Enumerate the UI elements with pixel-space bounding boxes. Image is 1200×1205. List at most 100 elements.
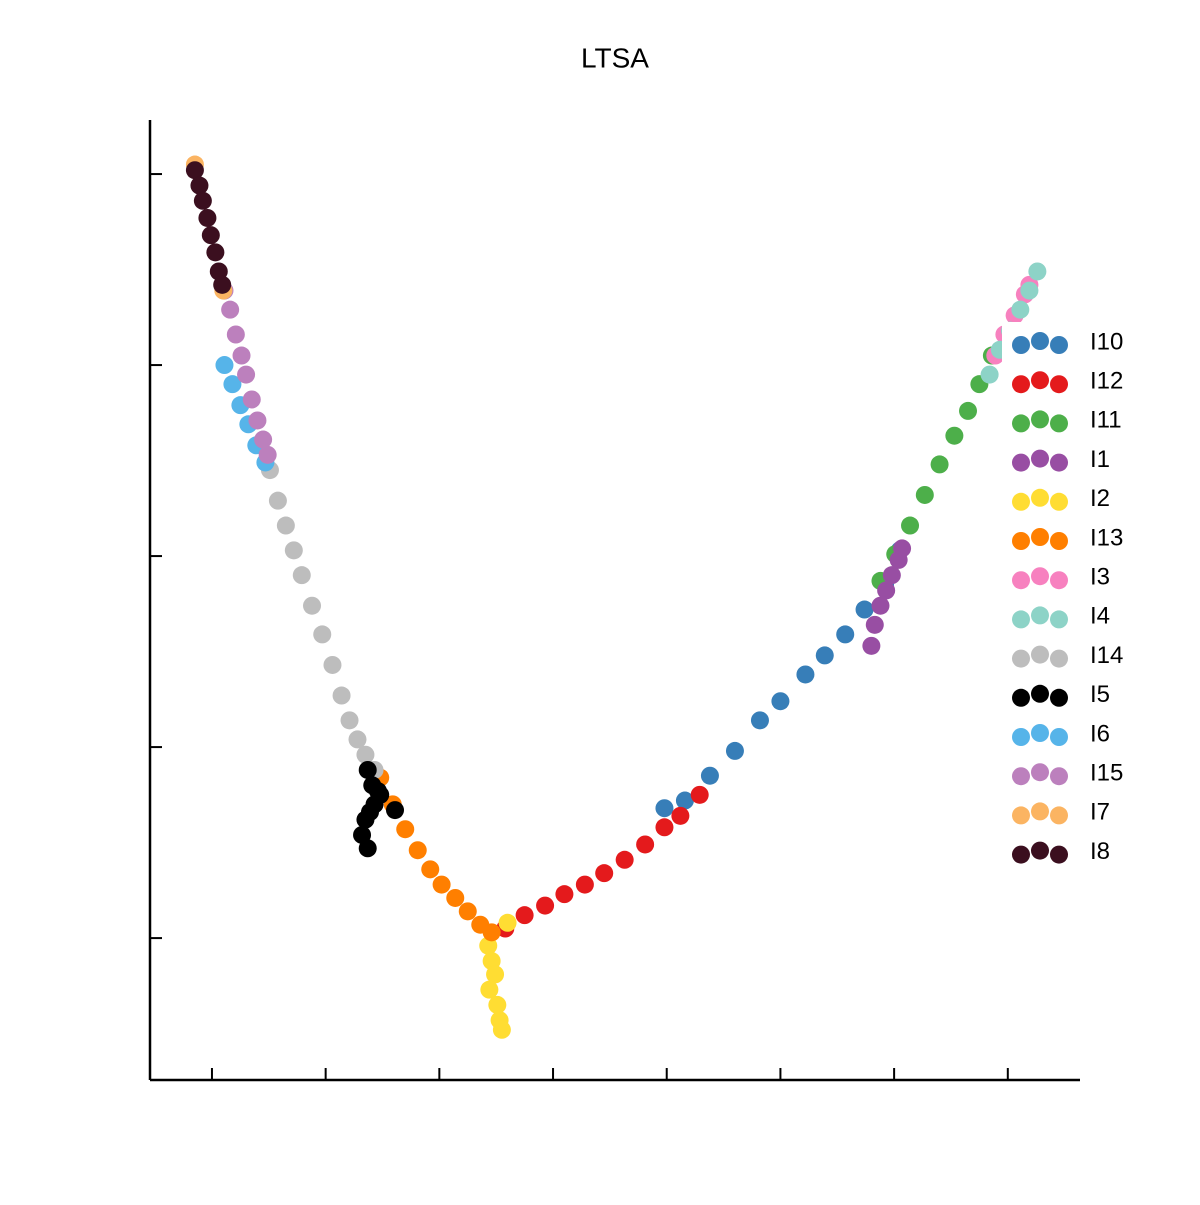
point (276, 516, 295, 535)
point (215, 356, 234, 375)
point (332, 686, 351, 705)
point (771, 692, 790, 711)
legend-marker (1050, 767, 1068, 786)
legend-marker (1050, 688, 1068, 707)
point (515, 906, 534, 925)
legend-label: I15 (1090, 760, 1123, 787)
point (258, 445, 277, 464)
legend-marker (1012, 492, 1030, 511)
legend-label: I14 (1090, 642, 1123, 669)
point (368, 782, 387, 801)
legend-marker (1012, 532, 1030, 550)
point (675, 791, 694, 810)
point (700, 766, 719, 785)
point (232, 346, 251, 365)
legend-marker (1012, 767, 1030, 786)
point (901, 516, 920, 535)
point (348, 730, 367, 749)
point (555, 885, 574, 904)
point (408, 841, 427, 860)
point (242, 390, 261, 409)
point (292, 566, 311, 585)
point (198, 208, 217, 227)
point (446, 888, 465, 907)
point (206, 243, 225, 262)
point (930, 455, 949, 474)
legend-marker (1012, 610, 1030, 629)
point (458, 902, 477, 921)
legend-marker (1050, 375, 1068, 394)
legend-marker (1012, 688, 1030, 707)
point (615, 850, 634, 869)
legend-marker (1031, 332, 1049, 350)
legend-marker (1031, 763, 1049, 782)
legend-box (1002, 322, 1132, 874)
legend-label: I12 (1090, 368, 1123, 395)
point (915, 485, 934, 504)
point (725, 741, 744, 760)
point (480, 980, 499, 999)
legend-marker (1050, 532, 1068, 550)
legend-marker (1012, 845, 1030, 864)
point (268, 491, 287, 510)
point (303, 596, 322, 615)
legend-marker (1031, 684, 1049, 703)
point (836, 625, 855, 644)
legend-marker (1050, 492, 1068, 511)
point (655, 818, 674, 837)
point (959, 401, 978, 420)
legend-marker (1050, 571, 1068, 590)
point (201, 226, 220, 245)
point (945, 426, 964, 445)
point (595, 864, 614, 883)
point (421, 860, 440, 879)
point (226, 325, 245, 344)
legend-marker (1012, 414, 1030, 433)
point (248, 411, 267, 430)
point (865, 615, 884, 634)
legend-marker (1050, 336, 1068, 354)
legend-marker (1012, 375, 1030, 394)
legend-marker (1012, 649, 1030, 668)
legend-marker (1012, 806, 1030, 825)
legend-marker (1031, 841, 1049, 860)
legend-marker (1050, 610, 1068, 629)
legend-marker (1031, 567, 1049, 586)
legend-marker (1031, 724, 1049, 742)
legend-marker (1031, 449, 1049, 468)
point (877, 581, 896, 600)
point (356, 745, 375, 764)
legend-marker (1031, 802, 1049, 821)
legend-marker (1050, 728, 1068, 746)
point (636, 835, 655, 854)
legend-marker (1031, 410, 1049, 429)
legend-marker (1031, 528, 1049, 546)
point (223, 375, 242, 394)
point (671, 806, 690, 825)
point (536, 896, 555, 915)
legend-label: I2 (1090, 485, 1110, 512)
point (486, 965, 505, 984)
point (284, 541, 303, 560)
legend-marker (1050, 453, 1068, 472)
legend-marker (1012, 336, 1030, 354)
legend-label: I6 (1090, 720, 1110, 747)
point (221, 300, 240, 319)
point (488, 995, 507, 1014)
point (893, 539, 912, 558)
point (575, 875, 594, 894)
point (980, 365, 999, 384)
point (1020, 281, 1039, 300)
point (396, 820, 415, 839)
point (750, 711, 769, 730)
point (358, 839, 377, 858)
point (796, 665, 815, 684)
point (386, 801, 405, 820)
legend-marker (1050, 806, 1068, 825)
point (432, 875, 451, 894)
point (193, 191, 212, 210)
legend-label: I8 (1090, 838, 1110, 865)
point (498, 913, 517, 932)
point (358, 760, 377, 779)
